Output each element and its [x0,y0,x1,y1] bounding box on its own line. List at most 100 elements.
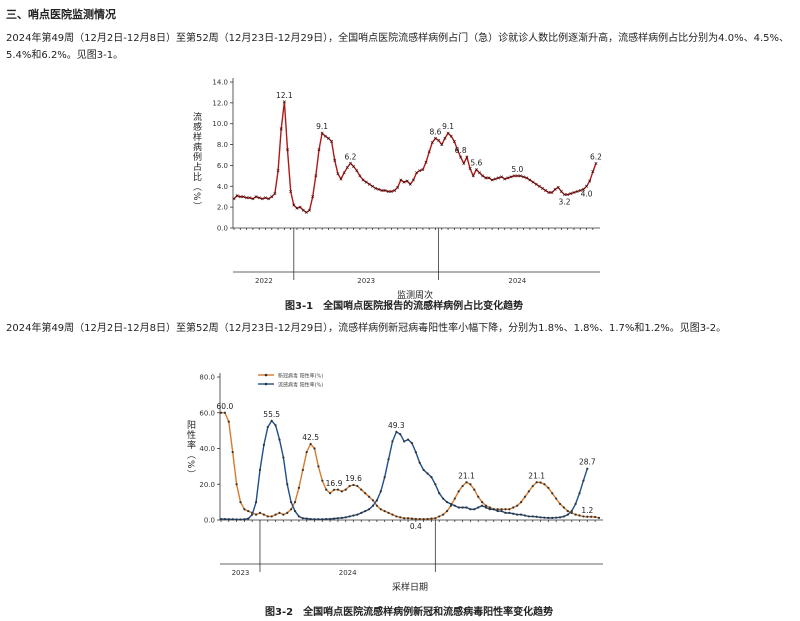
data-point [270,515,273,518]
data-point [415,171,419,175]
data-point [383,476,386,479]
data-point [477,495,480,498]
data-point [408,182,412,186]
data-point [371,499,375,502]
data-point [438,515,441,518]
data-point [223,411,226,414]
y-tick-label: 12.0 [212,99,228,107]
data-point [504,511,507,514]
data-point [320,131,324,135]
data-point [555,497,558,500]
data-point [453,504,456,507]
data-point [414,517,417,521]
data-point [235,483,238,486]
data-point [389,189,393,194]
data-point [597,516,601,519]
data-point [512,506,515,509]
data-point [301,517,304,520]
data-point [313,447,316,450]
data-point [403,517,406,520]
data-label: 60.0 [217,402,234,411]
data-point [465,155,469,159]
y-tick-label: 8.0 [217,141,228,149]
data-point [298,205,302,209]
data-point [262,513,265,516]
data-point [360,511,363,514]
data-point [227,420,230,423]
data-point [553,187,557,191]
data-point [395,430,398,433]
data-point [348,484,351,488]
data-point [352,514,355,517]
data-point [377,187,381,191]
data-point [399,178,403,182]
data-point [391,440,394,443]
data-point [519,513,523,516]
data-point [276,169,280,173]
data-point [426,472,429,475]
data-point [364,509,367,513]
data-point [278,438,281,441]
data-point [371,504,375,507]
y-tick-label: 60.0 [199,409,215,417]
figure-caption-3-2: 图3-2 全国哨点医院流感样病例新冠和流感病毒阳性率变化趋势 [265,607,554,618]
data-point [566,509,569,513]
data-label: 6.2 [590,152,602,161]
data-point [570,509,573,513]
data-point [539,481,542,484]
data-point [512,512,515,515]
section-title: 三、哨点医院监测情况 [6,8,116,21]
data-point [290,508,293,511]
data-point [582,515,585,518]
data-point [266,425,269,429]
data-point [231,518,234,521]
data-point [223,518,226,521]
data-point [427,150,431,154]
data-point [535,515,538,518]
data-point [578,514,581,517]
data-point [442,497,445,500]
data-point [273,192,277,196]
data-point [375,499,378,502]
data-point [562,506,566,509]
data-point [473,508,476,511]
data-point [574,502,577,506]
data-point [566,193,570,197]
data-point [339,177,343,181]
data-point [360,488,363,491]
data-point [531,484,534,488]
data-point [405,179,409,183]
data-point [239,501,242,504]
data-point [516,513,519,516]
data-point [566,513,569,516]
data-label: 55.5 [263,410,280,419]
data-point [430,476,433,479]
data-point [586,515,589,518]
data-point [395,515,398,518]
year-label: 2023 [357,277,375,285]
data-point [333,158,337,162]
data-point [393,188,397,192]
data-point [402,180,406,184]
y-tick-label: 6.0 [217,162,228,170]
data-point [446,131,450,135]
data-point [279,127,283,131]
data-point [515,174,519,178]
data-point [430,517,433,520]
data-label: 6.2 [345,152,357,161]
data-label: 19.6 [345,474,362,483]
year-label: 2022 [255,277,273,285]
data-point [262,443,265,447]
data-point [321,518,324,521]
data-point [243,508,246,511]
data-point [344,488,347,491]
legend-entry: 流感病毒 阳性率(%) [278,382,323,389]
data-point [235,518,238,521]
data-point [421,168,425,172]
data-point [308,208,312,212]
data-point [332,517,336,520]
data-point [278,511,281,514]
data-point [301,208,305,212]
data-point [578,492,581,495]
